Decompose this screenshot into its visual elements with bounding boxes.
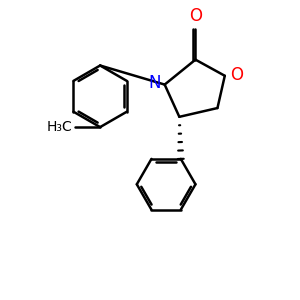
Text: O: O bbox=[189, 7, 202, 25]
Text: N: N bbox=[148, 74, 161, 92]
Text: H₃C: H₃C bbox=[46, 119, 72, 134]
Text: O: O bbox=[230, 66, 243, 84]
